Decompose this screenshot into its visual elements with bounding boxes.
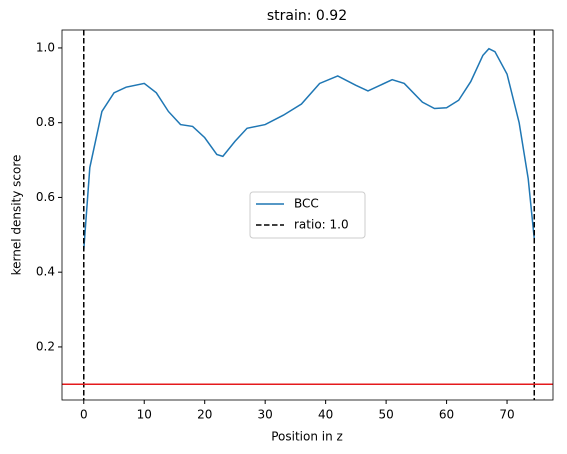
- chart-title: strain: 0.92: [267, 8, 347, 24]
- y-tick-label: 0.2: [36, 339, 55, 353]
- x-tick-label: 70: [499, 408, 514, 422]
- line-series: [83, 47, 536, 250]
- y-tick-label: 1.0: [36, 40, 55, 54]
- y-tick-label: 0.6: [36, 190, 55, 204]
- x-tick-label: 10: [137, 408, 152, 422]
- x-tick-label: 20: [197, 408, 212, 422]
- legend-label: ratio: 1.0: [294, 218, 349, 232]
- y-tick-label: 0.8: [36, 115, 55, 129]
- plot-frame: [61, 29, 554, 401]
- x-axis-label: Position in z: [271, 430, 343, 444]
- x-tick-label: 40: [318, 408, 333, 422]
- y-axis-label: kernel density score: [10, 155, 24, 276]
- x-tick-label: 50: [378, 408, 393, 422]
- x-tick-label: 0: [80, 408, 88, 422]
- x-tick-label: 30: [258, 408, 273, 422]
- legend-label: BCC: [294, 197, 319, 211]
- y-tick-label: 0.4: [36, 265, 55, 279]
- x-tick-label: 60: [439, 408, 454, 422]
